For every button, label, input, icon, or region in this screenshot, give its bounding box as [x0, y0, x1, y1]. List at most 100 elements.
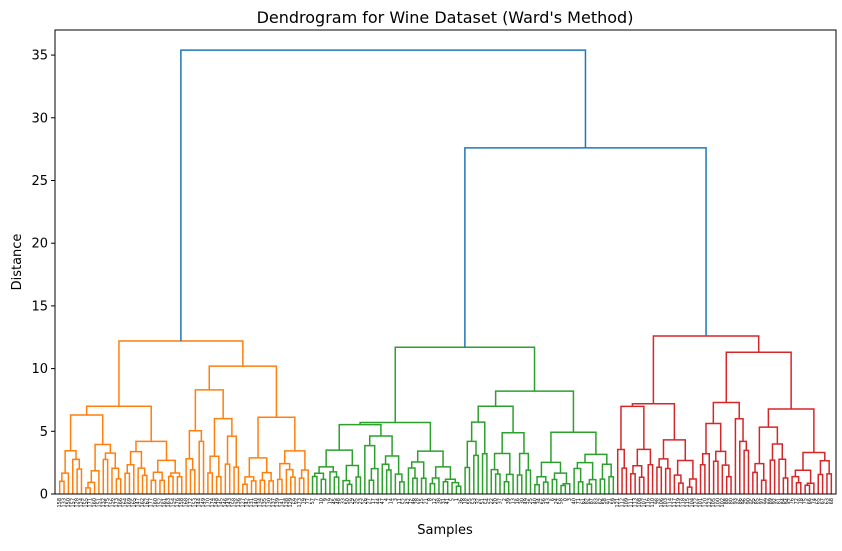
leaf-label: 123 [707, 498, 713, 508]
dendrogram-link [473, 454, 479, 494]
leaf-label: 65 [816, 498, 822, 504]
leaf-label: 144 [197, 498, 203, 508]
dendrogram-link [599, 478, 606, 494]
leaf-label: 55 [467, 498, 473, 504]
dendrogram-link [342, 479, 351, 494]
leaf-label: 111 [628, 498, 634, 508]
leaf-label: 57 [310, 498, 316, 504]
leaf-label: 165 [131, 498, 137, 508]
dendrogram-link [699, 464, 706, 494]
leaf-label: 1 [454, 498, 460, 501]
leaf-label: 33 [341, 498, 347, 504]
leaf-label: 48 [336, 498, 342, 504]
dendrogram-link [705, 422, 722, 454]
dendrogram-link [490, 468, 499, 494]
leaf-label: 32 [476, 498, 482, 504]
leaf-label: 19 [327, 498, 333, 504]
leaf-label: 66 [807, 498, 813, 504]
leaf-label: 80 [729, 498, 735, 504]
dendrogram-link [141, 474, 148, 494]
leaf-label: 127 [240, 498, 246, 508]
dendrogram-link [85, 405, 152, 442]
leaf-label: 134 [258, 498, 264, 508]
leaf-label: 52 [402, 498, 408, 504]
dendrogram-link [551, 478, 558, 494]
leaf-label: 11 [397, 498, 403, 504]
leaf-label: 59 [611, 498, 617, 504]
leaf-label: 114 [668, 498, 674, 508]
leaf-label: 29 [349, 498, 355, 504]
root-link [180, 49, 587, 342]
leaf-label: 26 [362, 498, 368, 504]
dendrogram-link [185, 458, 194, 494]
leaf-label: 28 [415, 498, 421, 504]
dendrogram-link [791, 475, 800, 494]
dendrogram-link [76, 468, 83, 494]
leaf-label: 121 [615, 498, 621, 508]
dendrogram-link [758, 426, 779, 464]
dendrogram-link [715, 450, 727, 466]
leaf-label: 56 [541, 498, 547, 504]
chart-title: Dendrogram for Wine Dataset (Ward's Meth… [257, 8, 634, 27]
y-tick-label: 35 [31, 49, 48, 64]
leaf-label: 108 [637, 498, 643, 508]
leaf-label: 147 [136, 498, 142, 508]
leaf-label: 68 [829, 498, 835, 504]
leaf-label: 135 [262, 498, 268, 508]
leaf-label: 130 [266, 498, 272, 508]
dendrogram-link [553, 472, 568, 484]
leaf-label: 132 [101, 498, 107, 508]
dendrogram-link [686, 486, 693, 494]
leaf-label: 177 [149, 498, 155, 508]
dendrogram-link [248, 457, 268, 477]
dendrogram-link [631, 402, 676, 440]
dendrogram-link [102, 458, 109, 494]
leaf-label: 7 [314, 498, 320, 501]
dendrogram-link [298, 477, 305, 494]
leaf-label: 62 [598, 498, 604, 504]
dendrogram-links [58, 49, 833, 494]
leaf-label: 146 [223, 498, 229, 508]
dendrogram-link [586, 483, 593, 494]
dendrogram-link [311, 475, 318, 494]
leaf-label: 137 [271, 498, 277, 508]
dendrogram-link [534, 483, 540, 494]
leaf-label: 112 [620, 498, 626, 508]
dendrogram-link [769, 459, 776, 494]
dendrogram-link [630, 472, 636, 494]
dendrogram-link [573, 467, 582, 494]
dendrogram-link [207, 472, 214, 494]
leaf-label: 44 [375, 498, 381, 504]
dendrogram-link [359, 421, 432, 452]
leaf-label: 13 [511, 498, 517, 504]
leaf-label: 174 [210, 498, 216, 508]
dendrogram-link [620, 405, 645, 450]
dendrogram-link [767, 408, 815, 453]
leaf-label: 90 [746, 498, 752, 504]
leaf-label: 143 [227, 498, 233, 508]
dendrogram-link [394, 346, 536, 423]
dendrogram-link [257, 416, 296, 458]
leaf-label: 158 [232, 498, 238, 508]
leaf-label: 117 [672, 498, 678, 508]
dendrogram-link [804, 484, 811, 494]
dendrogram-link [494, 390, 575, 433]
dendrogram-link [208, 365, 278, 418]
dendrogram-link [588, 478, 597, 494]
leaf-label: 49 [524, 498, 530, 504]
leaf-label: 103 [663, 498, 669, 508]
dendrogram-link [429, 482, 436, 494]
top-link [464, 147, 707, 348]
leaf-label: 100 [715, 498, 721, 508]
leaf-label: 118 [681, 498, 687, 508]
dendrogram-link [752, 471, 758, 494]
dendrogram-link [250, 480, 257, 494]
leaf-label: 45 [332, 498, 338, 504]
leaf-label: 152 [157, 498, 163, 508]
leaf-label: 140 [253, 498, 259, 508]
leaf-label: 122 [694, 498, 700, 508]
leaf-label: 94 [785, 498, 791, 504]
leaf-label: 168 [184, 498, 190, 508]
